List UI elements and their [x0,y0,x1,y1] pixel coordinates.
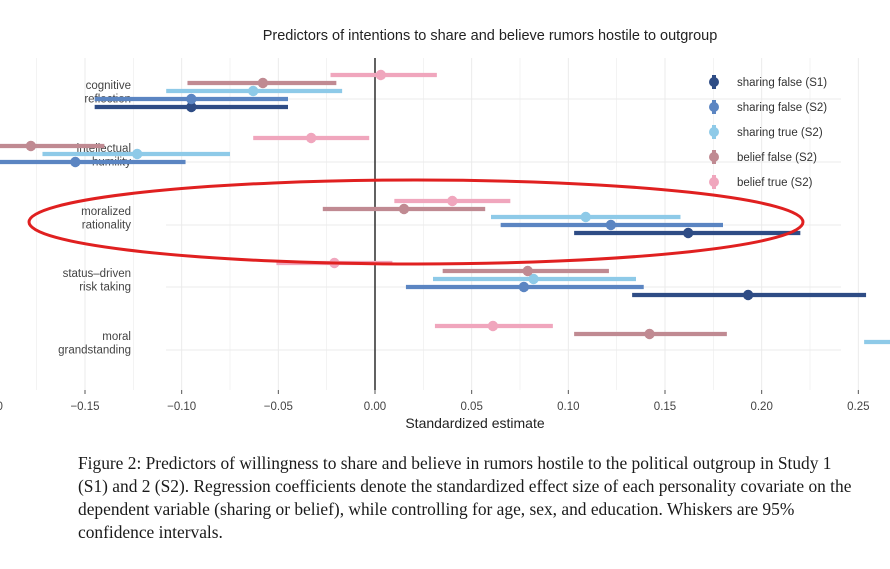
x-tick-label: −0.10 [167,401,196,413]
legend-entry-label: belief false (S2) [737,152,817,164]
highlight-ellipse [27,178,805,266]
legend-key-point [709,102,719,112]
point-estimate [398,203,410,215]
x-tick-label: 0.05 [460,401,482,413]
point-estimate [375,69,386,81]
x-axis-label: Standardized estimate [405,415,545,431]
point-estimate [186,101,197,113]
figure-caption: Figure 2: Predictors of willingness to s… [78,452,858,544]
legend-key-point [709,152,719,162]
legend-key-point [709,77,719,87]
caption-text: Predictors of willingness to share and b… [78,453,852,542]
legend-key-point [709,177,719,187]
legend-entry-label: belief true (S2) [737,177,813,189]
x-tick-label: −0.05 [264,401,293,413]
point-estimate [518,281,530,293]
x-tick-label: 0.10 [557,401,579,413]
y-tick-label: moral grandstanding [58,331,131,357]
chart-title: Predictors of intentions to share and be… [263,28,718,44]
point-estimate [248,85,259,97]
x-tick-label: 0.25 [847,401,869,413]
x-tick-label: 0.15 [654,401,676,413]
point-estimate [528,273,539,285]
point-estimate [447,195,458,207]
point-estimate [25,140,37,152]
point-estimate [186,93,197,105]
caption-label: Figure 2: [78,453,142,473]
point-estimate [605,219,617,231]
y-tick-label: moralized rationality [81,206,131,232]
point-estimate [742,289,754,301]
legend-entry-label: sharing true (S2) [737,127,823,139]
point-estimate [682,227,694,239]
point-estimate [70,156,81,168]
point-estimate [644,328,655,340]
x-axis-ticks: −0.20 −0.15 −0.10 −0.05 0.00 0.05 0.10 0.15 0.20… [0,390,870,413]
legend-entry-label: sharing false (S1) [737,77,827,89]
point-estimate [522,265,533,277]
x-tick-label: −0.20 [0,401,3,413]
series-marks [0,69,890,345]
x-tick-label: 0.20 [750,401,772,413]
point-estimate [580,211,591,223]
y-tick-label: cognitivereflection [84,80,131,106]
dot-whisker-chart: Predictors of intentions to share and be… [0,28,890,431]
point-estimate [257,77,269,89]
x-tick-label: 0.00 [364,401,386,413]
legend-entry-label: sharing false (S2) [737,102,827,114]
legend: sharing false (S1) sharing false (S2) shar… [709,75,827,189]
point-estimate [306,132,317,144]
point-estimate [487,320,499,332]
point-estimate [132,148,143,160]
y-axis-labels: cognitivereflectionintellectualhumilitym… [58,80,131,357]
y-tick-label: status–driven risk taking [63,268,131,294]
x-tick-label: −0.15 [70,401,99,413]
legend-key-point [709,127,719,137]
